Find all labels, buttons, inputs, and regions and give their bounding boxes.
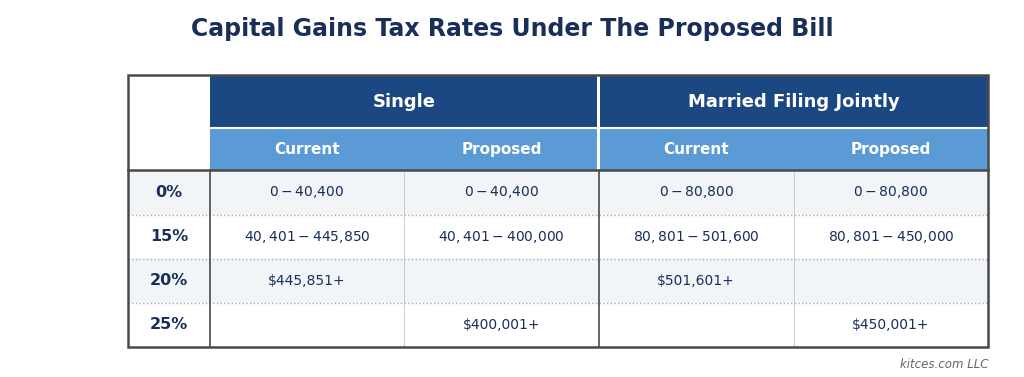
Text: $40,401 - $400,000: $40,401 - $400,000 bbox=[438, 228, 565, 245]
Text: $501,601+: $501,601+ bbox=[657, 274, 735, 288]
Text: $0 - $80,800: $0 - $80,800 bbox=[853, 184, 929, 201]
Text: $40,401 - $445,850: $40,401 - $445,850 bbox=[244, 228, 371, 245]
Text: $0 - $40,400: $0 - $40,400 bbox=[464, 184, 540, 201]
Text: $80,801 - $450,000: $80,801 - $450,000 bbox=[827, 228, 954, 245]
Text: Current: Current bbox=[274, 142, 340, 157]
Text: $0 - $40,400: $0 - $40,400 bbox=[269, 184, 345, 201]
Text: $450,001+: $450,001+ bbox=[852, 318, 930, 332]
Text: 15%: 15% bbox=[150, 229, 188, 244]
Text: $80,801 - $501,600: $80,801 - $501,600 bbox=[633, 228, 760, 245]
Text: kitces.com LLC: kitces.com LLC bbox=[900, 359, 988, 371]
Text: 25%: 25% bbox=[150, 317, 188, 332]
Text: 0%: 0% bbox=[156, 185, 182, 200]
Text: Capital Gains Tax Rates Under The Proposed Bill: Capital Gains Tax Rates Under The Propos… bbox=[190, 17, 834, 41]
Text: Married Filing Jointly: Married Filing Jointly bbox=[688, 93, 899, 111]
Text: Proposed: Proposed bbox=[462, 142, 542, 157]
Text: Proposed: Proposed bbox=[851, 142, 931, 157]
Text: $400,001+: $400,001+ bbox=[463, 318, 541, 332]
Bar bbox=[597, 128, 600, 170]
Text: Single: Single bbox=[373, 93, 436, 111]
Text: $445,851+: $445,851+ bbox=[268, 274, 346, 288]
Text: Current: Current bbox=[664, 142, 729, 157]
Text: 20%: 20% bbox=[150, 273, 188, 288]
Text: $0 - $80,800: $0 - $80,800 bbox=[658, 184, 734, 201]
Bar bbox=[597, 75, 600, 128]
